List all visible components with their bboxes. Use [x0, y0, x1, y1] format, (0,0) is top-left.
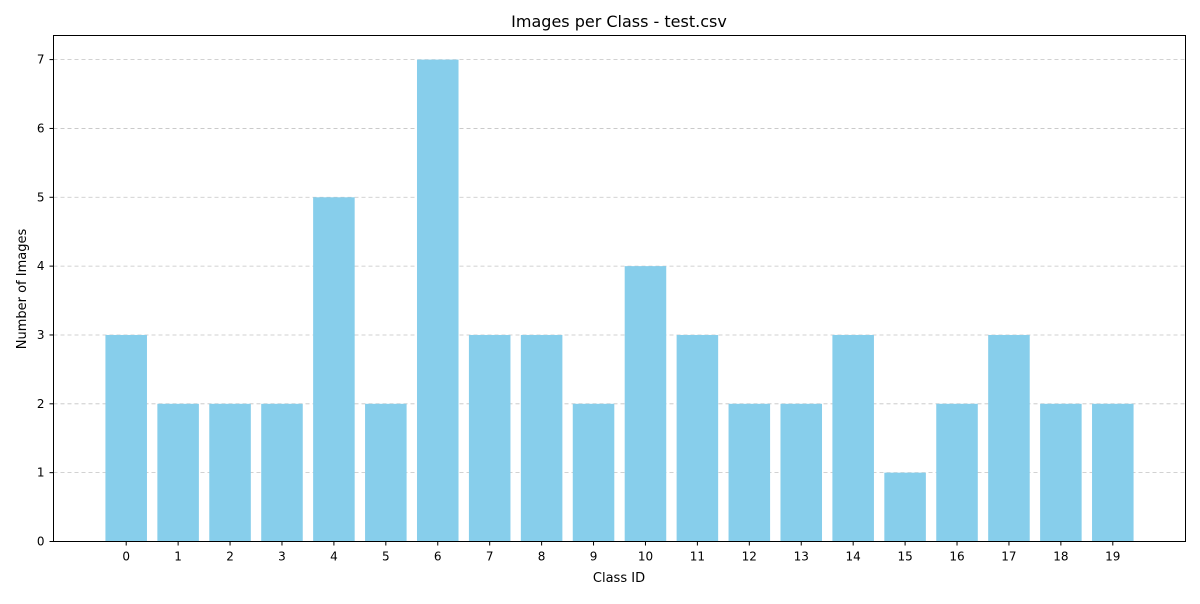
x-tick-label-8: 8 [538, 550, 546, 564]
x-tick-label-7: 7 [486, 550, 494, 564]
y-tick-label-2: 2 [37, 397, 45, 411]
x-tick-label-19: 19 [1105, 550, 1120, 564]
x-tick-label-11: 11 [690, 550, 705, 564]
y-axis: 0 1 2 3 4 5 6 7 [37, 53, 54, 549]
x-tick-label-13: 13 [794, 550, 809, 564]
x-tick-label-2: 2 [226, 550, 234, 564]
bar-4 [313, 197, 355, 542]
bar-14 [832, 334, 874, 542]
bar-0 [105, 334, 147, 542]
bars-layer [105, 59, 1134, 542]
bar-6 [416, 59, 459, 542]
x-tick-label-18: 18 [1053, 550, 1068, 564]
x-tick-label-5: 5 [382, 550, 390, 564]
bar-8 [520, 334, 563, 542]
bar-10 [624, 266, 667, 542]
chart-title: Images per Class - test.csv [511, 12, 727, 31]
y-tick-label-5: 5 [37, 190, 45, 204]
y-tick-label-3: 3 [37, 328, 45, 342]
bar-5 [365, 403, 407, 542]
x-tick-label-3: 3 [278, 550, 286, 564]
y-axis-label: Number of Images [15, 229, 30, 350]
y-tick-label-1: 1 [37, 466, 45, 480]
bar-3 [261, 403, 303, 542]
bar-17 [988, 334, 1030, 542]
bar-19 [1092, 403, 1134, 542]
bar-1 [157, 403, 199, 542]
x-tick-label-12: 12 [742, 550, 757, 564]
x-tick-label-10: 10 [638, 550, 653, 564]
x-tick-label-14: 14 [846, 550, 861, 564]
x-tick-label-16: 16 [949, 550, 964, 564]
x-tick-label-6: 6 [434, 550, 442, 564]
x-axis-label: Class ID [593, 571, 645, 586]
y-tick-label-0: 0 [37, 535, 45, 549]
x-tick-label-0: 0 [122, 550, 130, 564]
bar-7 [468, 334, 511, 542]
x-tick-label-17: 17 [1001, 550, 1016, 564]
x-axis: 0 1 2 3 4 5 6 7 8 9 10 11 12 13 14 15 16 17 18 19 [122, 541, 1120, 564]
x-tick-label-9: 9 [590, 550, 598, 564]
y-tick-label-7: 7 [37, 53, 45, 67]
bar-11 [676, 334, 719, 542]
x-tick-label-15: 15 [897, 550, 912, 564]
axes-frame [53, 35, 1186, 542]
bar-15 [884, 472, 926, 542]
y-tick-label-4: 4 [37, 259, 45, 273]
bar-13 [780, 403, 823, 542]
bar-16 [936, 403, 978, 542]
bar-18 [1040, 403, 1082, 542]
bar-9 [572, 403, 615, 542]
y-tick-label-6: 6 [37, 121, 45, 135]
x-tick-label-1: 1 [174, 550, 182, 564]
bar-2 [209, 403, 251, 542]
x-tick-label-4: 4 [330, 550, 338, 564]
bar-12 [728, 403, 771, 542]
